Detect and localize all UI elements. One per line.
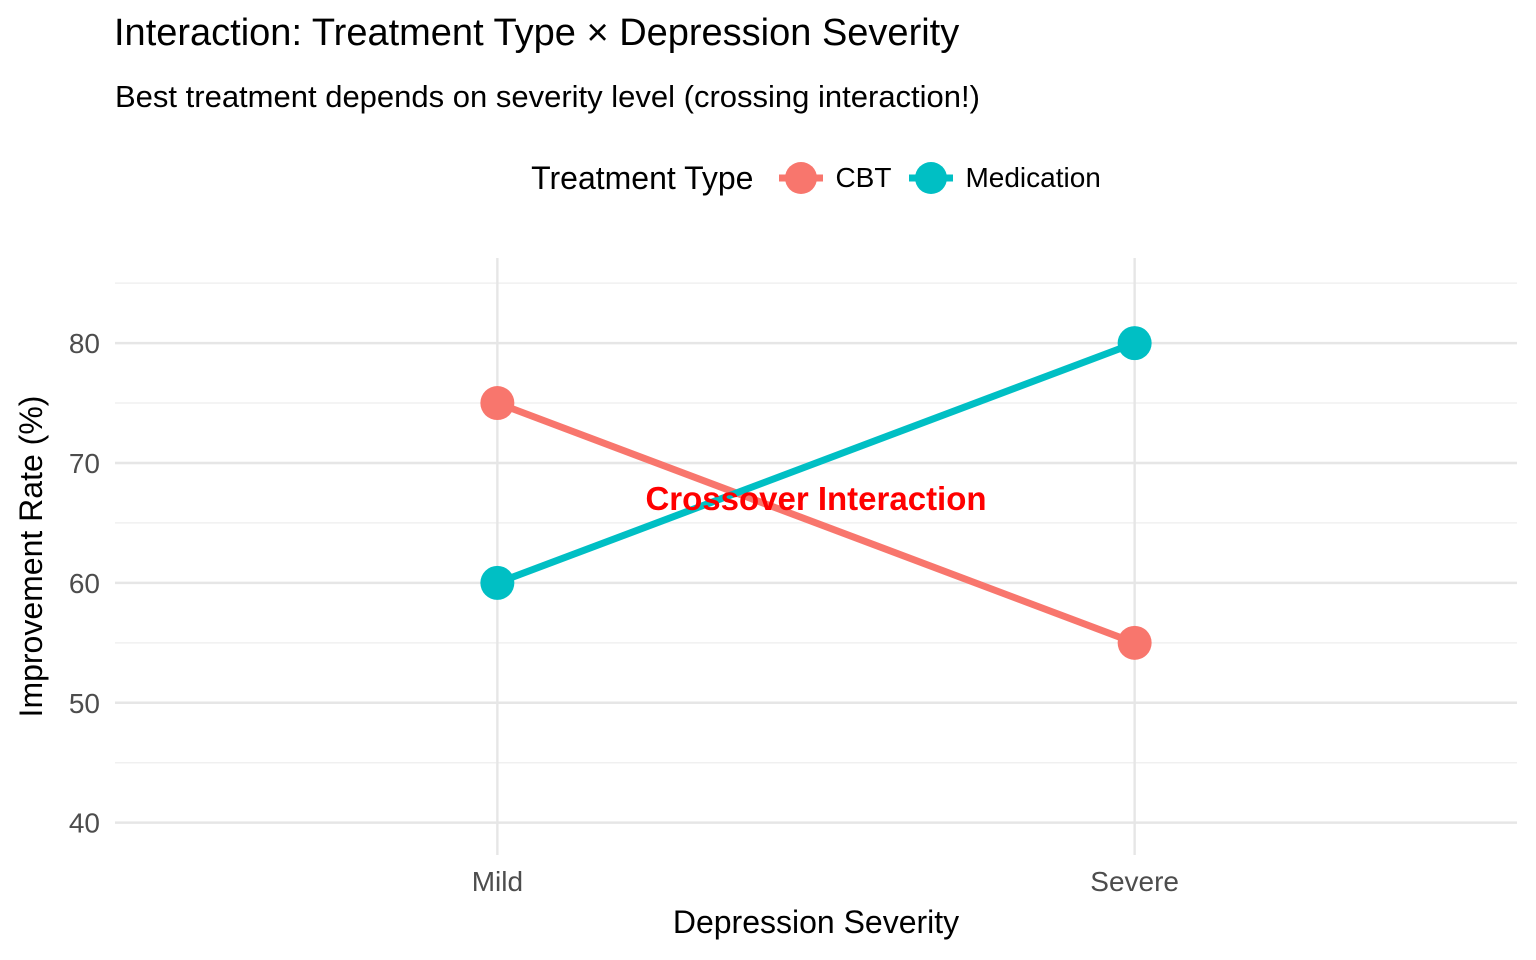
y-tick-label-60: 60 xyxy=(69,568,100,599)
annotation-crossover: Crossover Interaction xyxy=(645,480,986,517)
legend-label-cbt: CBT xyxy=(835,162,892,193)
chart-subtitle: Best treatment depends on severity level… xyxy=(115,79,980,114)
legend: Treatment Type CBT Medication xyxy=(96,148,1536,208)
data-point-cbt-severe xyxy=(1117,625,1152,660)
y-tick-label-50: 50 xyxy=(69,688,100,719)
legend-item-medication: Medication xyxy=(909,156,1101,200)
legend-item-cbt: CBT xyxy=(779,156,891,200)
legend-title: Treatment Type xyxy=(531,159,754,196)
legend-key-medication-icon xyxy=(909,162,954,194)
series-line-cbt xyxy=(496,399,1136,647)
data-point-cbt-mild xyxy=(480,386,515,421)
legend-key-cbt-icon xyxy=(779,162,824,194)
legend-items: CBT Medication xyxy=(779,156,1101,200)
legend-label-medication: Medication xyxy=(965,162,1101,193)
chart-title: Interaction: Treatment Type × Depression… xyxy=(114,12,960,54)
data-point-medication-mild xyxy=(480,565,515,600)
series-line-medication xyxy=(496,339,1136,587)
x-tick-label-severe: Severe xyxy=(1090,866,1179,897)
x-axis-title: Depression Severity xyxy=(673,904,959,940)
x-tick-label-mild: Mild xyxy=(472,866,523,897)
data-point-medication-severe xyxy=(1117,326,1152,361)
y-tick-label-80: 80 xyxy=(69,328,100,359)
y-axis-title: Improvement Rate (%) xyxy=(13,396,49,718)
y-tick-label-70: 70 xyxy=(69,448,100,479)
y-tick-label-40: 40 xyxy=(69,808,100,839)
